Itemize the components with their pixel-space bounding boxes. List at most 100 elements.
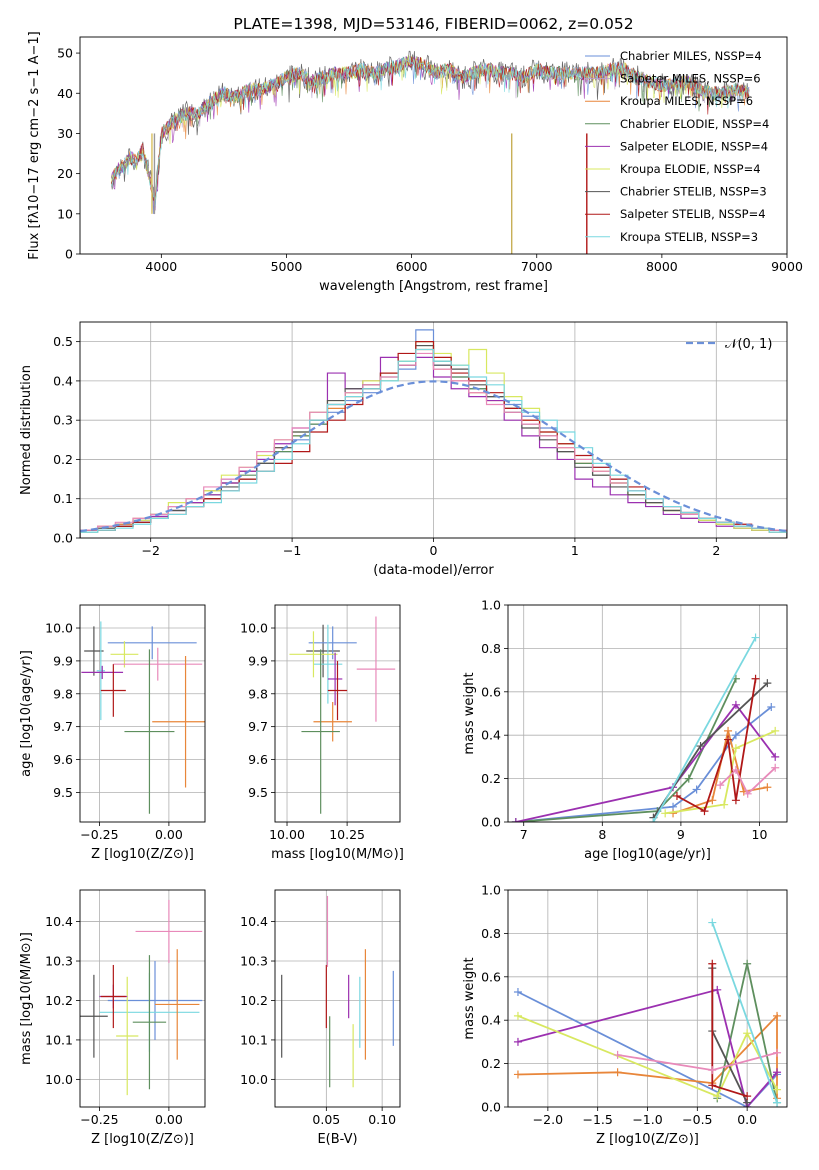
y-tick-label: 9.9 (53, 653, 73, 668)
chart-mass-weight-vs-Z: −2.0 −1.5 −1.0 −0.5 0.0 0.0 0.2 0.4 0.6 0.8 1.0 Z [… (462, 883, 788, 1147)
weight-line (515, 678, 737, 822)
x-tick-label: 0 (430, 543, 438, 558)
weight-marker (700, 807, 709, 816)
x-tick-label: 8 (598, 827, 606, 842)
weight-line (517, 988, 778, 1107)
x-tick-label: 8000 (646, 259, 678, 274)
weight-marker (513, 1011, 522, 1020)
normal-curve (80, 380, 787, 533)
y-tick-label: 0.6 (481, 969, 501, 984)
histogram-step (80, 348, 787, 538)
legend-entry: Salpeter ELODIE, NSSP=4 (620, 139, 768, 153)
x-tick-label: 4000 (145, 259, 177, 274)
y-tick-label: 0.1 (53, 491, 73, 506)
x-axis-label: age [log10(age/yr)] (584, 847, 711, 862)
x-tick-label: 0.05 (312, 1112, 340, 1127)
errorbar-point (152, 655, 205, 788)
plot-area (110, 50, 750, 254)
errorbar-point (80, 974, 108, 1058)
errorbar-point (132, 955, 167, 1090)
x-axis-label: E(B-V) (317, 1132, 357, 1147)
y-tick-label: 1.0 (481, 598, 501, 613)
legend-entry: 𝒩(0, 1) (725, 337, 772, 352)
weight-marker (511, 818, 520, 822)
y-tick-label: 10.0 (45, 621, 73, 636)
y-tick-label: 9.8 (248, 686, 268, 701)
weight-marker (672, 791, 681, 800)
x-tick-label: 7 (520, 827, 528, 842)
axes-frame (274, 604, 401, 823)
y-tick-label: 50 (57, 46, 73, 61)
weight-marker (743, 959, 752, 968)
y-tick-label: 0.6 (481, 684, 501, 699)
weight-marker (773, 1098, 782, 1107)
y-tick-label: 0.3 (53, 413, 73, 428)
x-tick-label: −1.5 (582, 1112, 612, 1127)
x-tick-label: 2 (712, 543, 720, 558)
errorbar-point (155, 949, 200, 1060)
y-tick-label: 0.5 (53, 334, 73, 349)
y-tick-label: 0.0 (481, 815, 501, 830)
spectrum-line (111, 56, 750, 207)
chart-residuals: −2 −1 0 1 2 0.0 0.1 0.2 0.3 0.4 0.5 (data-model)/er… (19, 321, 788, 578)
errorbar-point (301, 649, 340, 814)
weight-marker (513, 1037, 522, 1046)
axes-frame (507, 604, 788, 823)
weight-marker (743, 1029, 752, 1038)
errorbar-point (356, 616, 396, 722)
weight-marker (773, 1068, 782, 1077)
x-tick-label: 7000 (521, 259, 553, 274)
weight-marker (724, 735, 733, 744)
y-axis-label: mass weight (462, 672, 477, 754)
x-axis-label: wavelength [Angstrom, rest frame] (319, 279, 548, 294)
y-tick-label: 30 (57, 126, 73, 141)
weight-marker (731, 744, 740, 753)
errorbar-point (135, 899, 203, 963)
plot-area (81, 621, 205, 814)
plot-area (281, 895, 394, 1088)
weight-marker (724, 726, 733, 735)
y-tick-label: 0.2 (53, 452, 73, 467)
y-axis-label: mass [log10(M/M⊙)] (19, 932, 34, 1065)
weight-series (672, 674, 760, 816)
y-tick-label: 9.8 (53, 686, 73, 701)
errorbar-point (110, 641, 139, 668)
weight-marker (513, 1070, 522, 1079)
legend: 𝒩(0, 1) (686, 337, 772, 352)
x-tick-label: −1.0 (632, 1112, 662, 1127)
weight-marker (763, 679, 772, 688)
axes-frame (274, 889, 401, 1108)
weight-marker (731, 700, 740, 709)
y-tick-label: 10.3 (240, 954, 268, 969)
errorbar-point (116, 976, 139, 1096)
y-tick-label: 10.0 (240, 621, 268, 636)
errorbar-point (107, 626, 197, 660)
weight-marker (708, 796, 717, 805)
y-tick-label: 10.0 (240, 1072, 268, 1087)
plot-area (80, 899, 203, 1096)
y-tick-label: 20 (57, 166, 73, 181)
chart-title: PLATE=1398, MJD=53146, FIBERID=0062, z=0… (233, 15, 633, 33)
errorbar-point (289, 631, 338, 678)
weight-marker (751, 633, 760, 642)
weight-marker (773, 1085, 782, 1094)
weight-marker (743, 789, 752, 798)
errorbar-point (306, 624, 340, 678)
legend-entry: Chabrier ELODIE, NSSP=4 (620, 117, 769, 131)
x-tick-label: 0.10 (368, 1112, 396, 1127)
weight-marker (708, 918, 717, 927)
plot-area (80, 329, 787, 538)
legend-entry: Kroupa MILES, NSSP=6 (620, 94, 753, 108)
y-tick-label: 0.0 (481, 1100, 501, 1115)
y-tick-label: 10.4 (240, 914, 268, 929)
weight-marker (763, 783, 772, 792)
errorbar-point (96, 621, 105, 721)
weight-line (652, 637, 757, 822)
y-tick-label: 0.2 (481, 771, 501, 786)
chart-mass-vs-EBV: 0.05 0.10 10.0 10.1 10.2 10.3 10.4 E(B-V) (240, 889, 401, 1147)
weight-marker (773, 1048, 782, 1057)
weight-marker (684, 774, 693, 783)
x-tick-label: −0.25 (80, 1112, 118, 1127)
y-tick-label: 10.4 (45, 914, 73, 929)
